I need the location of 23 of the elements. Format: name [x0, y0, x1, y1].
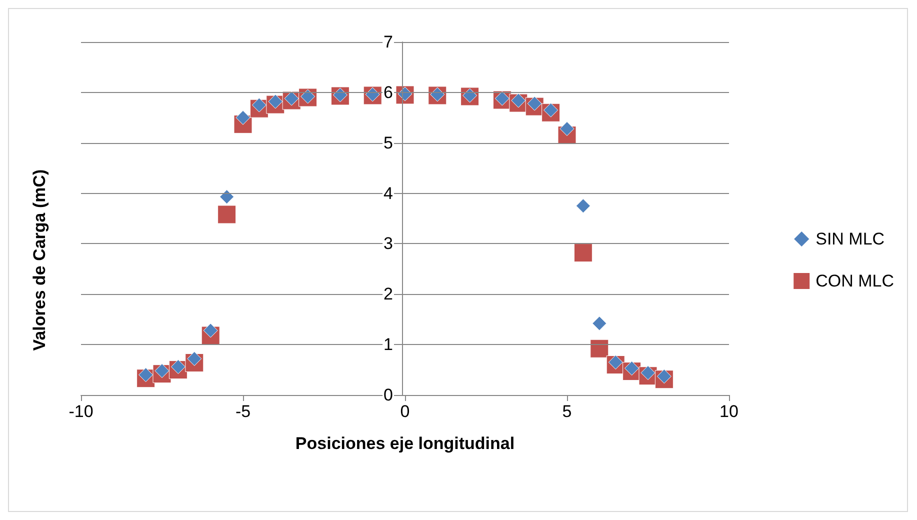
point	[592, 316, 607, 331]
x-axis-title: Posiciones eje longitudinal	[295, 434, 515, 453]
point	[576, 198, 590, 214]
x-tick-label: -5	[235, 402, 251, 421]
point	[220, 190, 234, 204]
y-tick-label: 7	[384, 32, 393, 52]
y-tick-label: 0	[384, 386, 393, 404]
x-tick-label: 5	[562, 402, 572, 421]
y-tick-label: 4	[384, 184, 393, 203]
y-tick-label: 6	[384, 82, 393, 102]
x-tick-label: 0	[400, 402, 410, 421]
x-tick-label: -10	[68, 402, 94, 421]
legend-label: CON MLC	[816, 272, 894, 290]
y-tick-label: 2	[384, 284, 393, 304]
y-tick-label: 3	[384, 234, 393, 254]
y-tick-label: 5	[384, 133, 393, 152]
x-tick-label: 10	[720, 402, 738, 421]
point	[218, 205, 236, 224]
y-tick-label: 1	[384, 335, 393, 354]
legend-label: SIN MLC	[816, 230, 885, 248]
y-axis-title: Valores de Carga (mC)	[30, 169, 49, 351]
point	[590, 339, 609, 358]
point	[574, 244, 592, 262]
